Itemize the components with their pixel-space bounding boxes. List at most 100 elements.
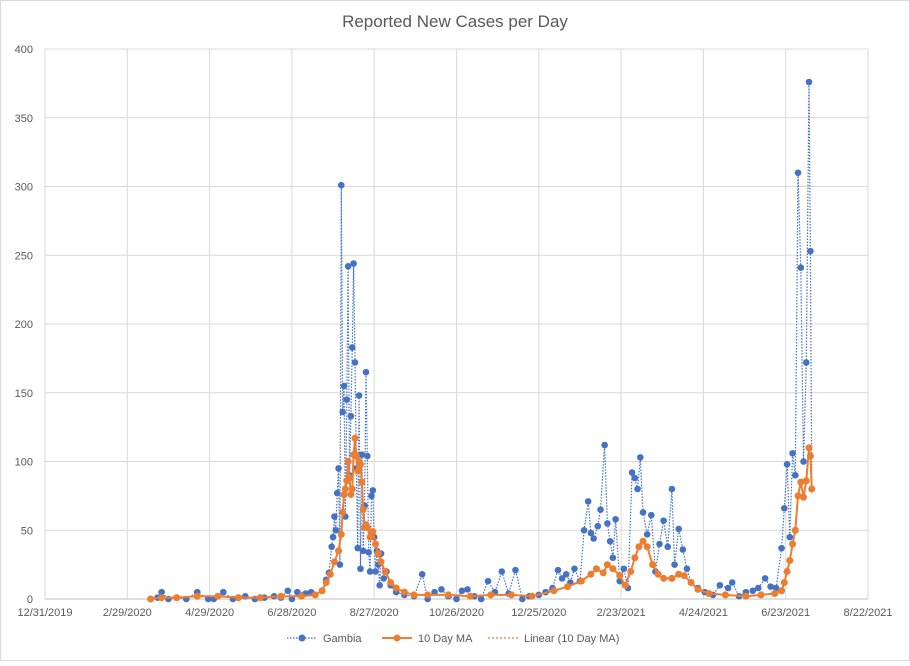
- data-point-gambia: [362, 368, 370, 376]
- data-point-gambia: [368, 492, 375, 500]
- data-point-gambia: [558, 575, 566, 582]
- data-point-gambia: [797, 264, 805, 271]
- y-tick-label: 50: [21, 525, 33, 537]
- data-point-gambia: [628, 469, 636, 476]
- data-point-gambia: [660, 517, 667, 524]
- data-point-gambia: [554, 566, 562, 574]
- data-point-gambia: [668, 485, 676, 493]
- data-point-gambia: [634, 485, 641, 493]
- y-tick-label: 150: [15, 388, 33, 400]
- data-point-gambia: [464, 586, 471, 593]
- data-point-gambia: [671, 561, 678, 568]
- data-point-gambia: [484, 577, 492, 585]
- data-point-10-day-ma: [631, 554, 639, 562]
- data-point-10-day-ma: [550, 587, 558, 595]
- data-point-gambia: [333, 489, 341, 497]
- data-point-10-day-ma: [660, 574, 668, 582]
- data-point-10-day-ma: [410, 591, 418, 599]
- x-tick-label: 2/23/2021: [597, 607, 646, 619]
- data-point-gambia: [601, 441, 608, 449]
- data-point-10-day-ma: [694, 585, 702, 593]
- data-point-10-day-ma: [387, 579, 395, 586]
- data-point-10-day-ma: [757, 591, 765, 599]
- data-point-gambia: [343, 396, 351, 403]
- data-point-10-day-ma: [377, 558, 385, 566]
- data-point-10-day-ma: [800, 493, 808, 501]
- data-point-gambia: [612, 515, 619, 523]
- data-point-gambia: [597, 506, 604, 513]
- data-point-gambia: [639, 509, 647, 516]
- data-point-10-day-ma: [335, 547, 343, 555]
- data-point-gambia: [512, 566, 519, 574]
- data-point-10-day-ma: [675, 570, 683, 578]
- data-point-10-day-ma: [374, 550, 382, 558]
- data-point-gambia: [656, 540, 663, 548]
- data-point-10-day-ma: [649, 561, 657, 569]
- data-point-10-day-ma: [340, 491, 348, 498]
- legend-marker: [393, 634, 401, 642]
- legend-label: Gambia: [323, 633, 362, 645]
- data-point-gambia: [781, 504, 788, 512]
- data-point-10-day-ma: [705, 590, 713, 597]
- y-tick-label: 250: [15, 250, 33, 262]
- data-point-10-day-ma: [444, 591, 452, 599]
- data-point-gambia: [328, 543, 335, 551]
- y-tick-label: 300: [15, 182, 33, 194]
- x-tick-label: 12/31/2019: [17, 607, 72, 619]
- data-point-gambia: [767, 583, 774, 590]
- data-point-10-day-ma: [786, 557, 794, 564]
- data-point-gambia: [805, 78, 813, 86]
- data-point-gambia: [158, 588, 165, 596]
- data-point-gambia: [789, 449, 796, 457]
- data-point-10-day-ma: [359, 506, 367, 514]
- data-point-10-day-ma: [797, 478, 805, 486]
- series-10-day-ma: [147, 434, 816, 603]
- data-point-10-day-ma: [354, 467, 362, 475]
- x-tick-label: 8/27/2020: [350, 607, 399, 619]
- data-point-10-day-ma: [680, 572, 688, 580]
- data-point-10-day-ma: [348, 485, 356, 493]
- data-point-10-day-ma: [358, 478, 366, 486]
- data-point-10-day-ma: [528, 592, 536, 600]
- data-point-10-day-ma: [771, 590, 779, 597]
- x-tick-label: 6/23/2021: [761, 607, 810, 619]
- data-point-gambia: [778, 544, 785, 552]
- data-point-gambia: [418, 570, 426, 578]
- y-tick-label: 100: [15, 457, 33, 469]
- data-point-10-day-ma: [277, 592, 285, 600]
- data-point-10-day-ma: [256, 594, 264, 602]
- data-point-10-day-ma: [794, 492, 802, 500]
- data-point-10-day-ma: [234, 594, 242, 602]
- data-point-10-day-ma: [147, 595, 155, 603]
- data-point-gambia: [571, 565, 578, 573]
- data-point-gambia: [347, 412, 355, 420]
- data-point-gambia: [631, 474, 639, 482]
- chart-title: Reported New Cases per Day: [342, 12, 568, 31]
- x-tick-label: 4/29/2020: [185, 607, 234, 619]
- data-point-10-day-ma: [654, 570, 662, 578]
- data-point-gambia: [365, 548, 373, 556]
- data-point-gambia: [606, 537, 614, 545]
- data-point-10-day-ma: [783, 568, 791, 575]
- data-point-10-day-ma: [791, 526, 799, 534]
- data-point-gambia: [431, 588, 438, 596]
- data-point-gambia: [380, 575, 388, 582]
- data-point-10-day-ma: [721, 591, 729, 599]
- data-point-gambia: [477, 595, 485, 603]
- data-point-gambia: [754, 584, 762, 592]
- data-point-10-day-ma: [603, 561, 611, 569]
- data-point-gambia: [643, 531, 651, 538]
- data-point-gambia: [340, 382, 348, 390]
- data-point-gambia: [372, 568, 379, 575]
- data-point-gambia: [284, 587, 292, 595]
- data-point-gambia: [794, 169, 802, 177]
- data-point-10-day-ma: [635, 543, 643, 551]
- data-point-10-day-ma: [356, 460, 364, 468]
- data-point-10-day-ma: [346, 474, 354, 482]
- data-point-gambia: [344, 262, 352, 270]
- data-point-gambia: [376, 581, 383, 589]
- data-point-10-day-ma: [326, 570, 334, 578]
- data-point-10-day-ma: [627, 568, 635, 575]
- data-point-gambia: [336, 561, 344, 568]
